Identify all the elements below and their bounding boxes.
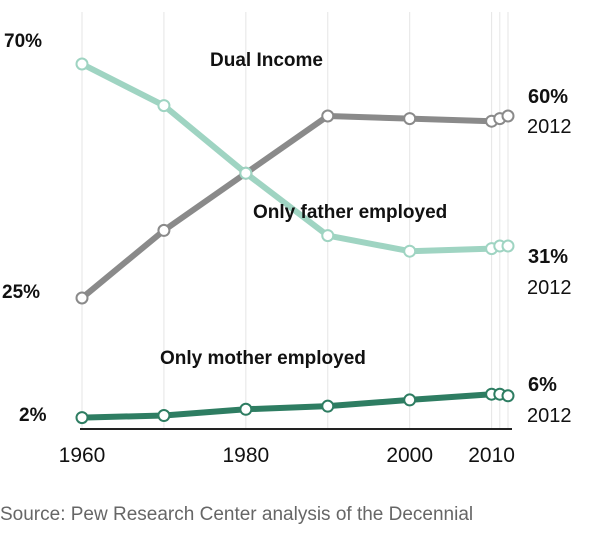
point-only-mother-employed-2000: [403, 393, 417, 407]
end-label-only-mother: 6%: [528, 374, 557, 396]
end-year-only-father: 2012: [527, 277, 572, 299]
end-year-only-mother: 2012: [527, 405, 572, 427]
x-axis-ticks: 1960 1980 2000 2010: [59, 444, 515, 467]
start-label-only-mother: 2%: [19, 405, 47, 426]
source-note: Source: Pew Research Center analysis of …: [0, 504, 473, 525]
point-only-father-employed-1990: [321, 229, 335, 243]
end-label-only-father: 31%: [528, 246, 568, 268]
point-dual-income-1990: [321, 109, 335, 123]
point-dual-income-1970: [157, 223, 171, 237]
series-label-dual-income: Dual Income: [210, 50, 323, 71]
point-only-father-employed-2000: [403, 244, 417, 258]
end-label-dual-income: 60%: [528, 86, 568, 108]
gridlines: [80, 12, 512, 430]
x-tick-label-2010: 2010: [468, 444, 515, 467]
x-tick-label-1960: 1960: [59, 444, 106, 467]
point-dual-income-1960: [75, 291, 89, 305]
series-line-only-mother-employed: [79, 391, 511, 421]
point-only-father-employed-1960: [75, 57, 89, 71]
series-label-only-father: Only father employed: [253, 202, 447, 223]
point-dual-income-2012: [501, 109, 515, 123]
series-line-only-father-employed: [79, 61, 511, 255]
point-only-father-employed-1970: [157, 99, 171, 113]
start-label-dual-income: 25%: [2, 282, 40, 303]
x-tick-label-1980: 1980: [222, 444, 269, 467]
point-only-mother-employed-1990: [321, 399, 335, 413]
point-only-mother-employed-1970: [157, 409, 171, 423]
point-only-father-employed-2012: [501, 239, 515, 253]
series-markers: [75, 57, 515, 425]
end-year-dual-income: 2012: [527, 116, 572, 138]
point-dual-income-2000: [403, 112, 417, 126]
point-only-mother-employed-1980: [239, 402, 253, 416]
x-tick-label-2000: 2000: [386, 444, 433, 467]
start-label-only-father: 70%: [4, 31, 42, 52]
point-only-mother-employed-1960: [75, 411, 89, 425]
point-only-mother-employed-2012: [501, 389, 515, 403]
series-label-only-mother: Only mother employed: [160, 348, 366, 369]
point-only-father-employed-1980: [239, 166, 253, 180]
